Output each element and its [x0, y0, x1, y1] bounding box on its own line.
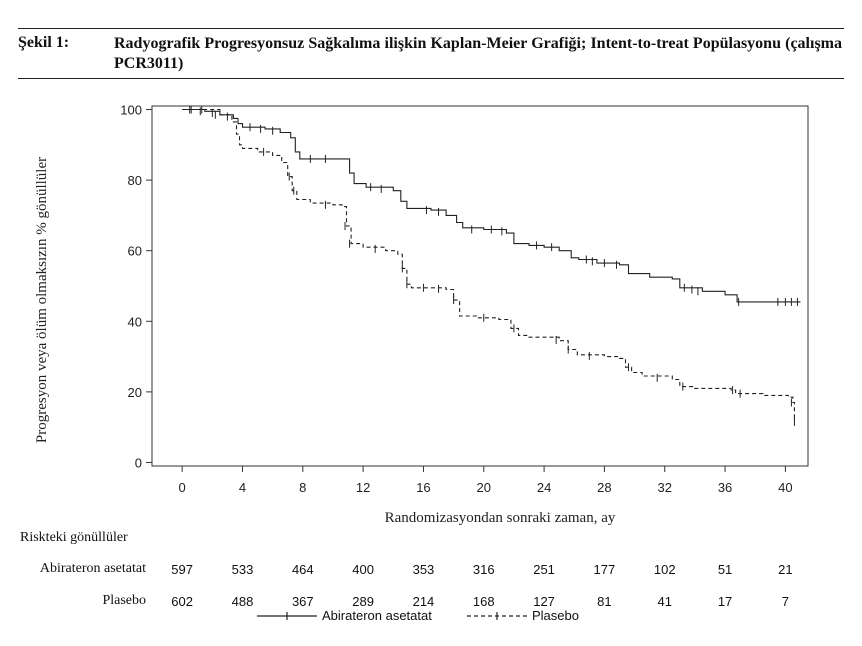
series-line-plasebo — [182, 108, 795, 422]
risk-table-cell: 289 — [352, 594, 374, 609]
risk-table-cell: 51 — [717, 562, 733, 577]
risk-table-cell: 177 — [593, 562, 616, 577]
y-tick-label: 0 — [135, 455, 142, 470]
risk-table-cell: 353 — [412, 562, 435, 577]
header-bottom-rule — [18, 78, 844, 79]
risk-table-cell: 602 — [171, 594, 194, 609]
y-tick-label: 60 — [128, 244, 142, 259]
risk-table-cell: 168 — [472, 594, 495, 609]
y-tick-label: 80 — [128, 173, 142, 188]
x-tick-label: 4 — [239, 480, 246, 495]
risk-table-cell: 488 — [231, 594, 254, 609]
figure-label: Şekil 1: — [18, 34, 70, 51]
x-tick-label: 32 — [658, 480, 672, 495]
y-tick-label: 100 — [120, 103, 142, 118]
risk-table-title: Riskteki gönüllüler — [20, 530, 128, 545]
risk-table-cell: 533 — [231, 562, 254, 577]
x-tick-label: 0 — [179, 480, 186, 495]
x-tick-label: 28 — [597, 480, 611, 495]
risk-table-cell: 17 — [717, 594, 733, 609]
risk-table-cell: 464 — [291, 562, 314, 577]
risk-table-cell: 251 — [533, 562, 555, 577]
risk-table-cell: 127 — [533, 594, 555, 609]
risk-table-cell: 316 — [472, 562, 495, 577]
risk-table-cell: 597 — [171, 562, 194, 577]
y-tick-label: 40 — [128, 314, 142, 329]
risk-table-cell: 41 — [657, 594, 672, 609]
x-tick-label: 20 — [477, 480, 491, 495]
legend-item-plasebo: Plasebo — [466, 608, 579, 623]
series-line-abirateron — [182, 108, 801, 303]
x-tick-label: 24 — [537, 480, 551, 495]
legend-label-abirateron: Abirateron asetatat — [322, 608, 432, 623]
risk-row-label: Abirateron asetatat — [39, 561, 146, 576]
risk-table-cell: 367 — [291, 594, 314, 609]
chart-axes: 0 20 40 60 80 100 0 4 8 12 16 20 24 28 32 36 40 — [120, 103, 809, 495]
header-top-rule — [18, 28, 844, 29]
plot-frame — [151, 105, 809, 467]
x-axis-label: Randomizasyondan sonraki zaman, ay — [385, 510, 616, 526]
chart-legend: Abirateron asetatat Plasebo — [256, 608, 616, 628]
x-tick-label: 8 — [299, 480, 306, 495]
x-tick-label: 36 — [718, 480, 732, 495]
risk-table-cell: 400 — [352, 562, 374, 577]
legend-item-abirateron: Abirateron asetatat — [256, 608, 432, 623]
risk-table-cell: 102 — [653, 562, 676, 577]
legend-swatch-dashed-icon — [467, 611, 527, 620]
x-tick-label: 16 — [416, 480, 430, 495]
risk-table-cell: 21 — [778, 562, 793, 577]
x-tick-label: 40 — [778, 480, 792, 495]
risk-row-label: Plasebo — [102, 593, 146, 608]
risk-table-cell: 214 — [412, 594, 435, 609]
risk-table-cell: 7 — [781, 594, 789, 609]
y-axis-label: Progresyon veya ölüm olmaksızın % gönüll… — [34, 157, 50, 443]
figure-title: Radyografik Progresyonsuz Sağkalıma iliş… — [114, 35, 842, 72]
legend-swatch-solid-icon — [257, 611, 317, 620]
y-tick-label: 20 — [128, 385, 142, 400]
risk-table-cell: 81 — [597, 594, 612, 609]
legend-label-plasebo: Plasebo — [532, 608, 579, 623]
chart-series — [182, 105, 801, 426]
x-tick-label: 12 — [356, 480, 370, 495]
